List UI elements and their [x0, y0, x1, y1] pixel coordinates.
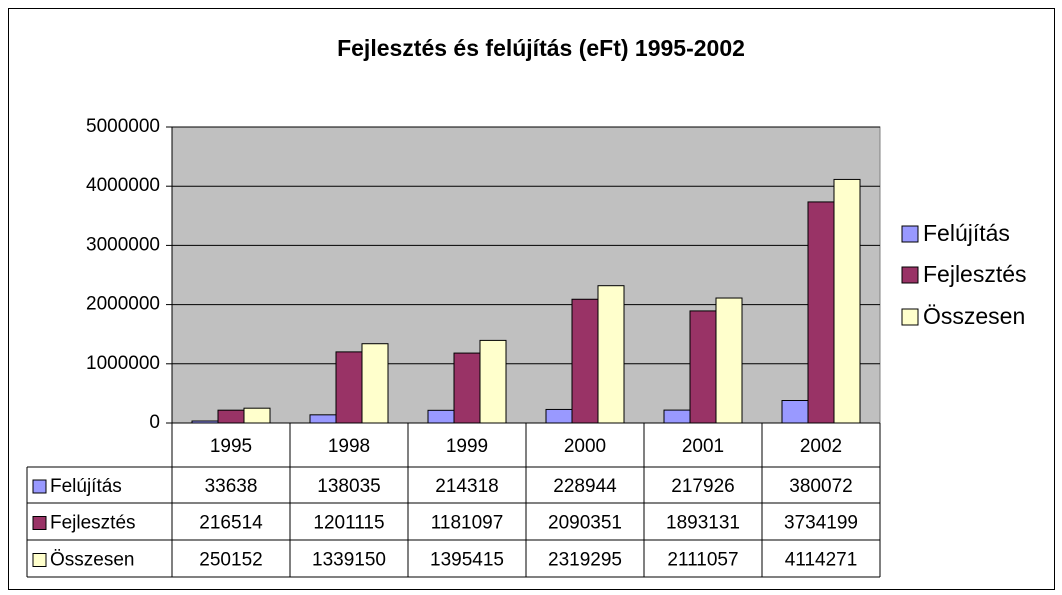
table-cell: 3734199 [784, 513, 858, 534]
table-cell: 33638 [205, 476, 258, 497]
table-cell: 2319295 [548, 550, 622, 571]
y-tick-label: 3000000 [86, 234, 160, 255]
legend-key [901, 308, 919, 326]
bar [361, 343, 389, 424]
table-cell: 1395415 [430, 550, 504, 571]
table-cell: 1339150 [312, 550, 386, 571]
x-tick-label: 1995 [210, 436, 252, 457]
table-cell: 1181097 [431, 513, 504, 534]
y-tick-label: 5000000 [86, 116, 160, 137]
x-tick-label: 1998 [328, 436, 370, 457]
table-row-label: Fejlesztés [50, 513, 136, 534]
table-legend-key [32, 553, 47, 567]
legend-key [901, 266, 919, 284]
table-row-label: Összesen [50, 550, 134, 571]
table-cell: 1201115 [313, 513, 384, 534]
y-tick-label: 2000000 [86, 294, 160, 315]
legend-key [901, 225, 919, 243]
table-cell: 2090351 [548, 513, 622, 534]
y-tick-label: 1000000 [86, 353, 160, 374]
table-cell: 228944 [553, 476, 617, 497]
bar [335, 351, 363, 424]
legend-label: Felújítás [923, 220, 1010, 246]
bar [453, 352, 481, 424]
x-tick-label: 2001 [682, 436, 724, 457]
table-cell: 1893131 [666, 513, 740, 534]
y-tick-label: 4000000 [86, 175, 160, 196]
table-legend-key [32, 479, 47, 494]
table-cell: 216514 [199, 513, 263, 534]
legend-label: Összesen [923, 303, 1025, 329]
table-cell: 250152 [199, 550, 262, 571]
bar [571, 298, 599, 424]
table-cell: 217926 [671, 476, 734, 497]
bar [781, 399, 809, 424]
bar [217, 409, 245, 424]
bar [597, 285, 625, 424]
bar [689, 310, 717, 424]
y-tick-label: 0 [149, 412, 160, 433]
bar [479, 339, 507, 424]
plot-area [171, 126, 881, 424]
bar [833, 178, 861, 424]
x-tick-label: 2002 [800, 436, 842, 457]
bar [715, 297, 743, 424]
bar [309, 414, 337, 424]
bar [243, 407, 271, 424]
bar [427, 409, 455, 424]
x-tick-label: 1999 [446, 436, 488, 457]
table-cell: 4114271 [785, 550, 858, 571]
bar [545, 408, 573, 424]
x-tick-label: 2000 [564, 436, 606, 457]
table-row-label: Felújítás [50, 476, 122, 497]
table-cell: 214318 [435, 476, 498, 497]
chart-title: Fejlesztés és felújítás (eFt) 1995-2002 [337, 35, 745, 61]
bar [663, 409, 691, 424]
table-cell: 380072 [789, 476, 852, 497]
legend-label: Fejlesztés [923, 261, 1027, 287]
table-cell: 138035 [317, 476, 380, 497]
bar [807, 201, 835, 424]
table-cell: 2111057 [667, 550, 738, 571]
table-legend-key [32, 516, 47, 530]
